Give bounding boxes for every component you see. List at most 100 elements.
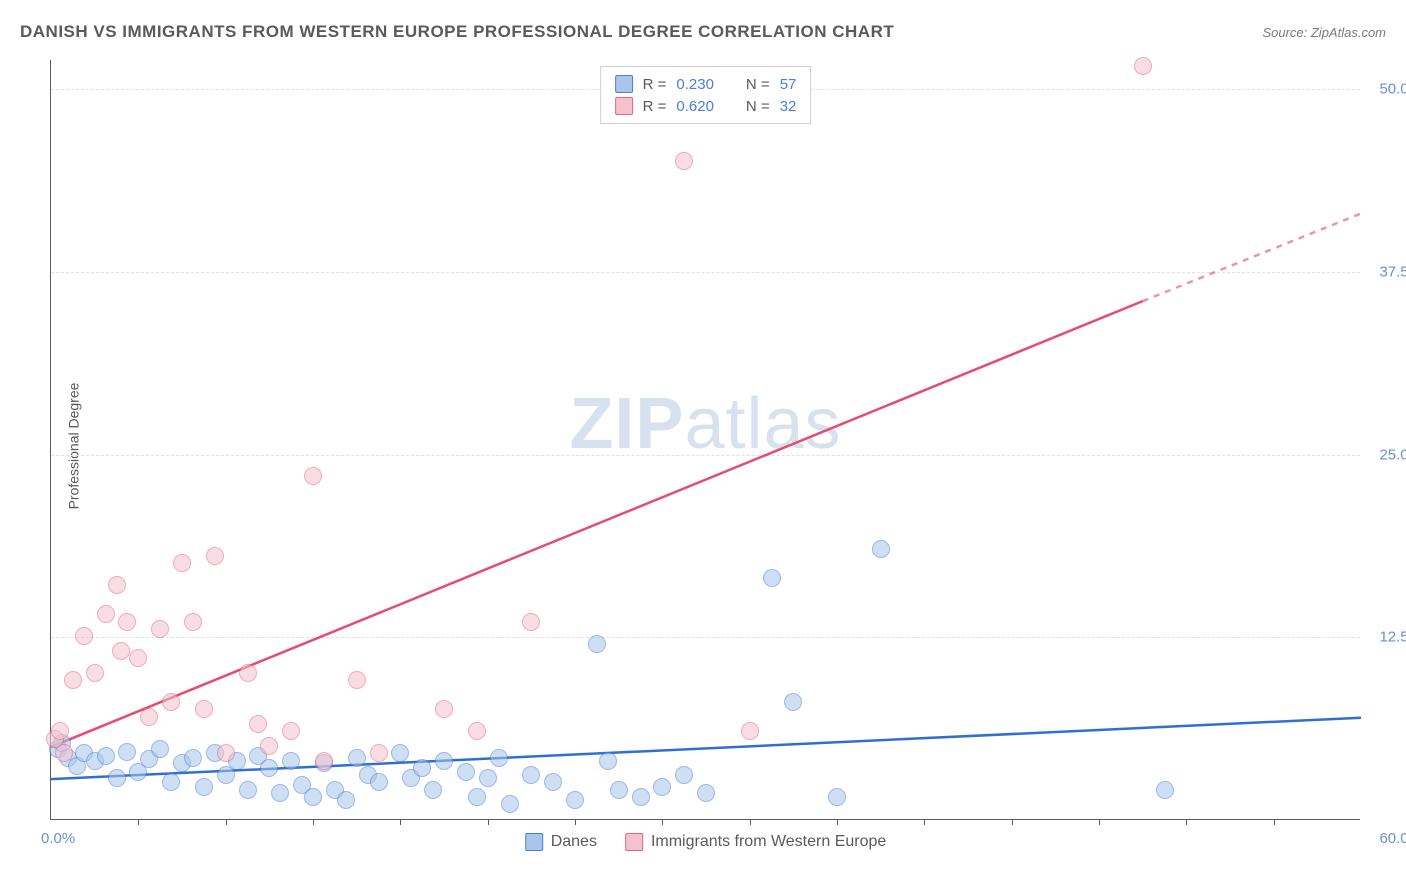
data-point bbox=[217, 766, 235, 784]
data-point bbox=[457, 763, 475, 781]
data-point bbox=[872, 540, 890, 558]
data-point bbox=[468, 788, 486, 806]
r-value: 0.230 bbox=[676, 76, 714, 93]
data-point bbox=[632, 788, 650, 806]
series-legend: Danes Immigrants from Western Europe bbox=[525, 833, 887, 851]
data-point bbox=[370, 773, 388, 791]
data-point bbox=[151, 740, 169, 758]
data-point bbox=[140, 708, 158, 726]
x-tick bbox=[313, 819, 314, 825]
data-point bbox=[763, 569, 781, 587]
data-point bbox=[195, 778, 213, 796]
source-attribution: Source: ZipAtlas.com bbox=[1262, 25, 1386, 40]
legend-label: Danes bbox=[551, 833, 597, 851]
data-point bbox=[522, 613, 540, 631]
data-point bbox=[544, 773, 562, 791]
data-point bbox=[675, 766, 693, 784]
x-tick bbox=[837, 819, 838, 825]
data-point bbox=[206, 547, 224, 565]
data-point bbox=[97, 605, 115, 623]
n-value: 32 bbox=[780, 98, 797, 115]
x-tick bbox=[1274, 819, 1275, 825]
data-point bbox=[599, 752, 617, 770]
data-point bbox=[75, 627, 93, 645]
data-point bbox=[162, 773, 180, 791]
data-point bbox=[64, 671, 82, 689]
data-point bbox=[348, 749, 366, 767]
data-point bbox=[501, 795, 519, 813]
data-point bbox=[675, 152, 693, 170]
x-axis-max-label: 60.0% bbox=[1379, 830, 1406, 847]
n-label: N = bbox=[746, 76, 770, 93]
data-point bbox=[588, 635, 606, 653]
legend-swatch bbox=[625, 833, 643, 851]
data-point bbox=[118, 743, 136, 761]
data-point bbox=[55, 744, 73, 762]
data-point bbox=[112, 642, 130, 660]
x-tick bbox=[662, 819, 663, 825]
x-axis-min-label: 0.0% bbox=[41, 830, 75, 847]
data-point bbox=[162, 693, 180, 711]
data-point bbox=[282, 722, 300, 740]
data-point bbox=[195, 700, 213, 718]
data-point bbox=[173, 554, 191, 572]
data-point bbox=[249, 715, 267, 733]
stats-row: R =0.620N =32 bbox=[615, 95, 797, 117]
data-point bbox=[129, 649, 147, 667]
stats-row: R = 0.230 N = 57 bbox=[615, 73, 797, 95]
legend-label: Immigrants from Western Europe bbox=[651, 833, 886, 851]
data-point bbox=[108, 769, 126, 787]
legend-item: Danes bbox=[525, 833, 597, 851]
data-point bbox=[370, 744, 388, 762]
data-point bbox=[1134, 57, 1152, 75]
legend-item: Immigrants from Western Europe bbox=[625, 833, 886, 851]
chart-header: DANISH VS IMMIGRANTS FROM WESTERN EUROPE… bbox=[20, 22, 1386, 42]
y-tick-label: 37.5% bbox=[1379, 263, 1406, 280]
trend-lines bbox=[51, 60, 1360, 819]
data-point bbox=[424, 781, 442, 799]
data-point bbox=[217, 744, 235, 762]
data-point bbox=[184, 749, 202, 767]
x-tick bbox=[488, 819, 489, 825]
trend-line-dashed bbox=[1143, 213, 1361, 301]
x-tick bbox=[1012, 819, 1013, 825]
data-point bbox=[784, 693, 802, 711]
x-tick bbox=[1186, 819, 1187, 825]
data-point bbox=[304, 788, 322, 806]
data-point bbox=[413, 759, 431, 777]
y-tick-label: 12.5% bbox=[1379, 629, 1406, 646]
data-point bbox=[435, 752, 453, 770]
data-point bbox=[337, 791, 355, 809]
data-point bbox=[828, 788, 846, 806]
chart-title: DANISH VS IMMIGRANTS FROM WESTERN EUROPE… bbox=[20, 22, 894, 42]
n-label: N = bbox=[746, 98, 770, 115]
data-point bbox=[108, 576, 126, 594]
x-tick bbox=[400, 819, 401, 825]
x-tick bbox=[138, 819, 139, 825]
trend-line bbox=[51, 718, 1361, 779]
r-label: R = bbox=[643, 76, 667, 93]
data-point bbox=[51, 722, 69, 740]
legend-swatch bbox=[615, 75, 633, 93]
data-point bbox=[490, 749, 508, 767]
data-point bbox=[348, 671, 366, 689]
data-point bbox=[97, 747, 115, 765]
data-point bbox=[741, 722, 759, 740]
x-tick bbox=[575, 819, 576, 825]
data-point bbox=[271, 784, 289, 802]
x-tick bbox=[924, 819, 925, 825]
data-point bbox=[86, 664, 104, 682]
data-point bbox=[260, 737, 278, 755]
data-point bbox=[479, 769, 497, 787]
y-tick-label: 50.0% bbox=[1379, 81, 1406, 98]
n-value: 57 bbox=[780, 76, 797, 93]
trend-line bbox=[51, 301, 1143, 747]
data-point bbox=[260, 759, 278, 777]
r-label: R = bbox=[643, 98, 667, 115]
data-point bbox=[239, 781, 257, 799]
data-point bbox=[118, 613, 136, 631]
stats-legend: R =0.230N =57R =0.620N =32 bbox=[600, 66, 812, 124]
legend-swatch bbox=[615, 97, 633, 115]
data-point bbox=[610, 781, 628, 799]
data-point bbox=[566, 791, 584, 809]
